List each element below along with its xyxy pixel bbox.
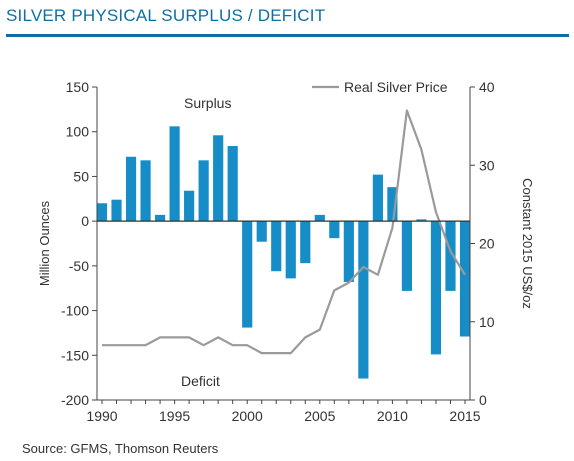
title-rule: [6, 34, 569, 37]
surplus-annotation: Surplus: [184, 95, 231, 111]
left-tick-label: 0: [81, 213, 89, 229]
bar-2013: [430, 221, 442, 355]
bar-1997: [198, 160, 209, 222]
source-note: Source: GFMS, Thomson Reuters: [22, 441, 219, 456]
bar-2014: [445, 221, 456, 291]
left-tick-label: 150: [66, 79, 90, 95]
bar-1990: [96, 203, 108, 222]
bar-1999: [227, 146, 238, 222]
left-tick-label: -150: [61, 347, 89, 363]
bar-2015: [459, 221, 471, 337]
bar-1993: [140, 160, 151, 222]
x-tick-label: 2000: [232, 408, 263, 424]
bar-2003: [285, 221, 296, 279]
bar-2007: [343, 221, 354, 282]
bar-2008: [358, 221, 369, 379]
x-tick-label: 1990: [86, 408, 117, 424]
right-tick-label: 30: [479, 157, 495, 173]
bar-2005: [314, 214, 325, 222]
bar-1995: [169, 126, 180, 222]
bar-2011: [401, 221, 413, 291]
left-tick-label: 100: [66, 124, 90, 140]
bar-1994: [154, 214, 166, 222]
bar-2012: [416, 219, 427, 222]
right-tick-label: 0: [479, 392, 487, 408]
bar-2010: [387, 187, 398, 222]
y-axis-title: Million Ounces: [37, 200, 52, 286]
x-tick-label: 1995: [159, 408, 190, 424]
bar-2009: [372, 174, 383, 222]
x-tick-label: 2010: [377, 408, 408, 424]
x-tick-label: 2015: [449, 408, 480, 424]
bar-2000: [242, 221, 253, 328]
y2-axis-title: Constant 2015 US$/oz: [520, 178, 535, 309]
bar-2004: [300, 221, 311, 264]
x-tick-label: 2005: [304, 408, 335, 424]
bar-1991: [111, 199, 122, 222]
right-tick-label: 10: [479, 314, 495, 330]
left-tick-label: -200: [61, 392, 89, 408]
page-title: SILVER PHYSICAL SURPLUS / DEFICIT: [6, 6, 326, 25]
bar-2002: [271, 221, 282, 272]
legend-label: Real Silver Price: [344, 79, 448, 95]
left-tick-label: 50: [73, 168, 89, 184]
left-tick-label: -100: [61, 303, 89, 319]
bar-2006: [329, 221, 340, 239]
bar-1998: [213, 135, 224, 222]
bar-2001: [256, 221, 267, 242]
left-tick-label: -50: [69, 258, 89, 274]
deficit-annotation: Deficit: [181, 373, 220, 389]
bar-1996: [184, 190, 195, 222]
price-line: [102, 109, 466, 355]
bar-1992: [125, 156, 137, 222]
right-tick-label: 40: [479, 79, 495, 95]
right-tick-label: 20: [479, 236, 495, 252]
